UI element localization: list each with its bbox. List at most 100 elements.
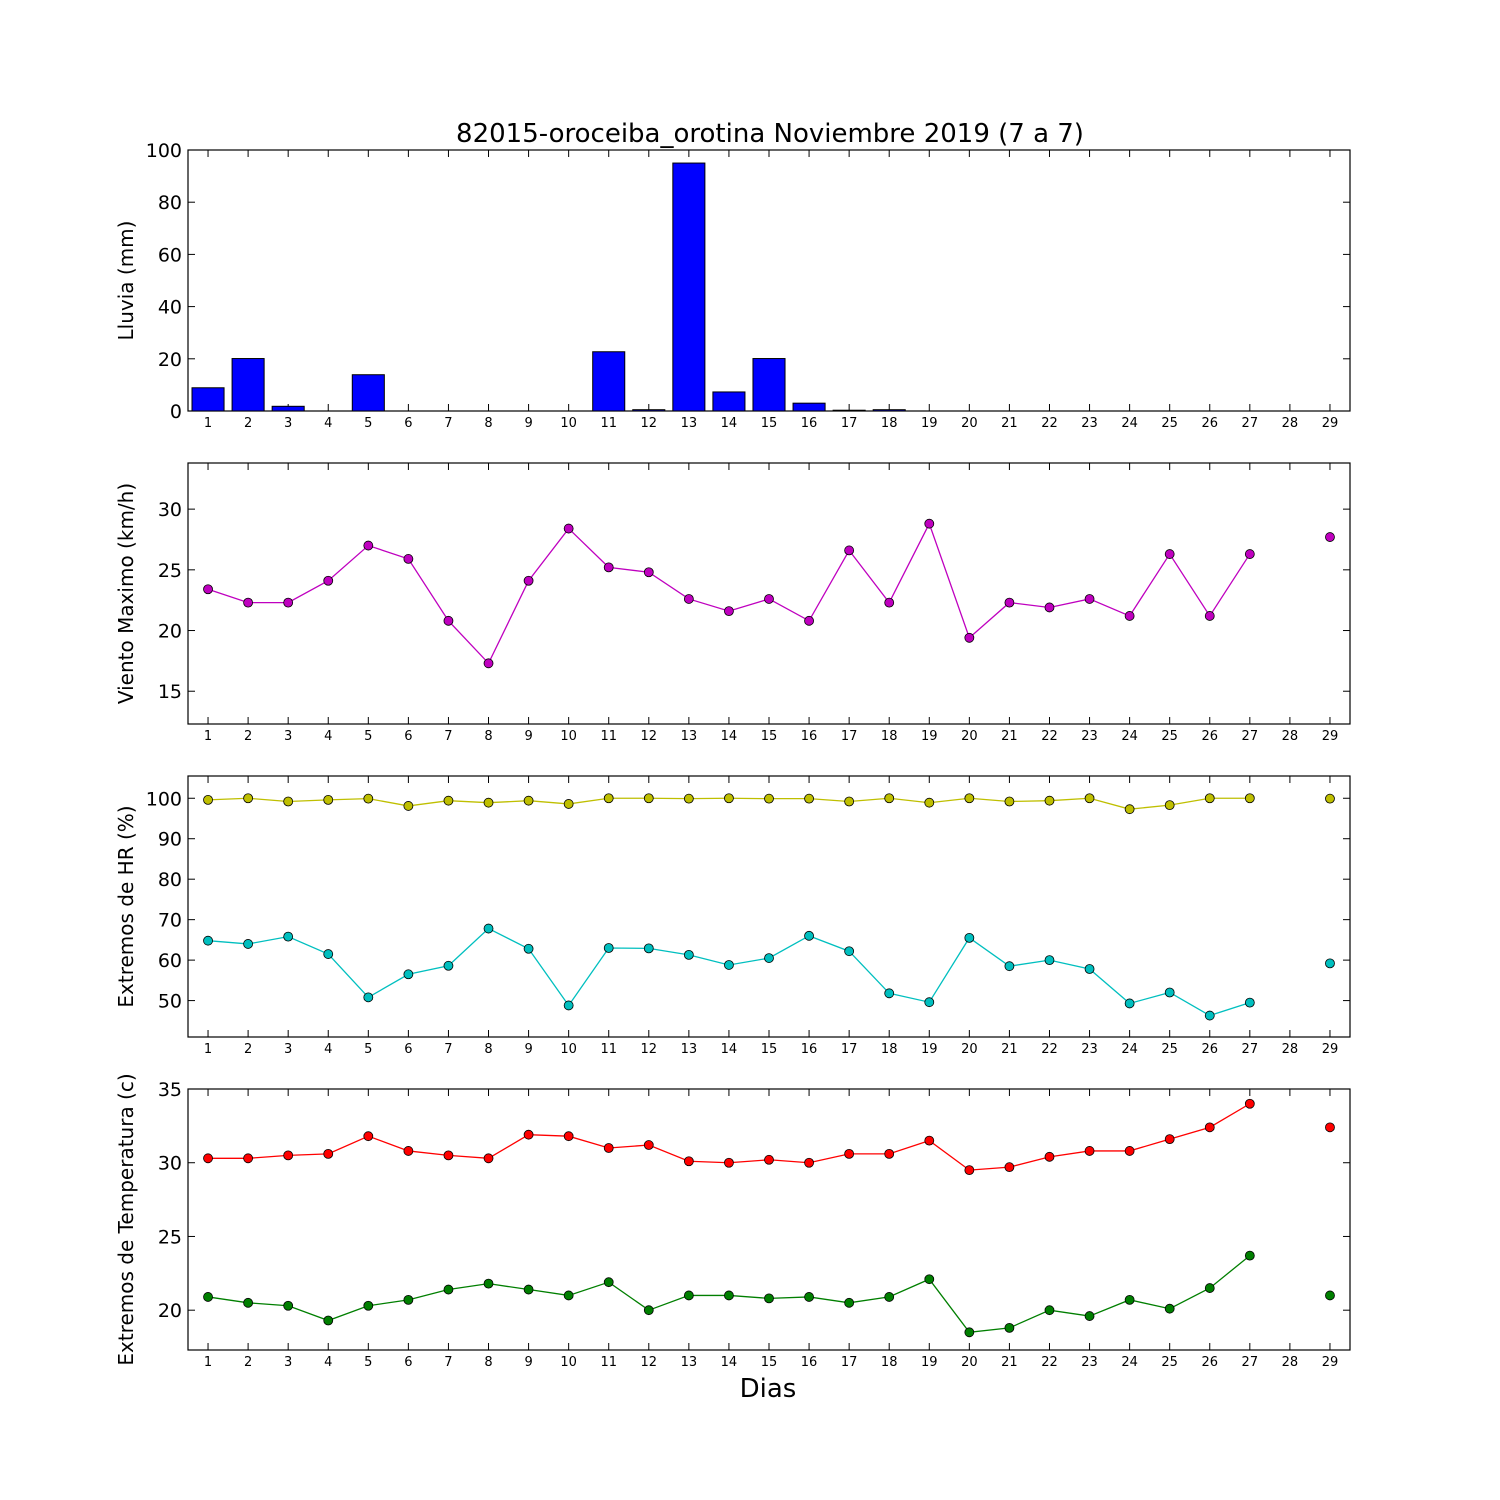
ytick-label: 15 (158, 681, 182, 703)
xtick-label: 16 (801, 1355, 818, 1370)
data-point (1124, 1146, 1135, 1156)
data-point (1325, 958, 1335, 969)
data-point (764, 594, 774, 604)
xtick-label: 21 (1001, 416, 1018, 431)
data-point (924, 518, 935, 529)
xtick-label: 24 (1121, 416, 1138, 431)
xtick-label: 11 (600, 729, 617, 744)
data-point (203, 794, 213, 805)
data-point (804, 615, 814, 626)
data-point (1084, 793, 1095, 804)
bar (872, 409, 906, 412)
data-point (323, 1148, 334, 1159)
data-point (844, 796, 855, 807)
xtick-label: 10 (560, 729, 577, 744)
xtick-label: 24 (1121, 729, 1138, 744)
xtick-label: 6 (404, 1042, 412, 1057)
data-point (724, 960, 734, 970)
xtick-label: 2 (244, 1042, 252, 1057)
xtick-label: 27 (1242, 729, 1259, 744)
data-point (1044, 795, 1055, 806)
data-point (363, 1131, 374, 1142)
data-point (363, 540, 374, 551)
xtick-label: 24 (1121, 1042, 1138, 1057)
bar (231, 358, 265, 412)
ytick-label: 60 (158, 950, 182, 972)
data-point (203, 1292, 213, 1302)
xtick-label: 25 (1161, 729, 1178, 744)
ytick-label: 80 (158, 192, 182, 214)
data-point (1325, 1290, 1335, 1301)
xtick-label: 6 (404, 416, 412, 431)
xtick-label: 15 (761, 1355, 778, 1370)
ytick-label: 30 (158, 499, 182, 521)
ytick-label: 100 (146, 140, 182, 162)
xtick-label: 25 (1161, 1042, 1178, 1057)
data-point (964, 1327, 975, 1338)
xtick-label: 26 (1201, 729, 1218, 744)
bar (672, 162, 706, 412)
xtick-label: 2 (244, 729, 252, 744)
data-point (964, 1165, 975, 1176)
data-point (1044, 1305, 1055, 1316)
bar (191, 387, 225, 412)
ytick-label: 20 (158, 1300, 182, 1322)
data-point (964, 932, 975, 943)
xtick-label: 4 (324, 1355, 332, 1370)
xtick-label: 9 (524, 1355, 532, 1370)
data-point (443, 615, 454, 626)
bar (351, 374, 385, 412)
bar (271, 405, 305, 412)
data-point (1164, 1303, 1175, 1314)
xtick-label: 11 (600, 1355, 617, 1370)
xtick-label: 29 (1322, 416, 1339, 431)
data-point (1204, 1010, 1215, 1021)
xtick-label: 20 (961, 729, 978, 744)
data-point (563, 1000, 574, 1011)
data-point (1325, 1122, 1335, 1133)
data-point (243, 939, 254, 949)
data-point (483, 658, 494, 669)
xtick-label: 16 (801, 1042, 818, 1057)
data-point (1084, 964, 1095, 974)
xtick-label: 14 (721, 1042, 738, 1057)
xtick-label: 16 (801, 416, 818, 431)
bar (712, 391, 746, 412)
xtick-label: 16 (801, 729, 818, 744)
xtick-label: 13 (681, 729, 698, 744)
data-point (283, 796, 294, 807)
data-point (203, 1153, 213, 1164)
xtick-label: 6 (404, 1355, 412, 1370)
xtick-label: 27 (1242, 1042, 1259, 1057)
xtick-label: 3 (284, 1042, 292, 1057)
xtick-label: 8 (484, 729, 492, 744)
xtick-label: 6 (404, 729, 412, 744)
xtick-label: 22 (1041, 729, 1058, 744)
plot-area-4 (187, 1088, 1351, 1351)
xtick-label: 5 (364, 416, 372, 431)
xtick-label: 29 (1322, 729, 1339, 744)
data-point (603, 793, 614, 804)
data-point (1124, 611, 1135, 621)
xtick-label: 8 (484, 1042, 492, 1057)
xtick-label: 13 (681, 1042, 698, 1057)
data-point (243, 1153, 254, 1164)
data-point (563, 799, 574, 809)
data-point (1204, 793, 1215, 804)
xtick-label: 15 (761, 416, 778, 431)
xtick-label: 10 (560, 1355, 577, 1370)
xtick-label: 7 (444, 1355, 452, 1370)
data-point (603, 1277, 614, 1288)
xtick-label: 9 (524, 416, 532, 431)
data-point (483, 1278, 494, 1289)
data-point (683, 594, 694, 604)
data-point (764, 1293, 774, 1304)
xtick-label: 19 (921, 416, 938, 431)
xtick-label: 19 (921, 1355, 938, 1370)
ytick-label: 20 (158, 349, 182, 371)
xtick-label: 12 (641, 416, 658, 431)
data-point (643, 793, 654, 804)
data-point (1325, 532, 1335, 542)
xtick-label: 25 (1161, 416, 1178, 431)
